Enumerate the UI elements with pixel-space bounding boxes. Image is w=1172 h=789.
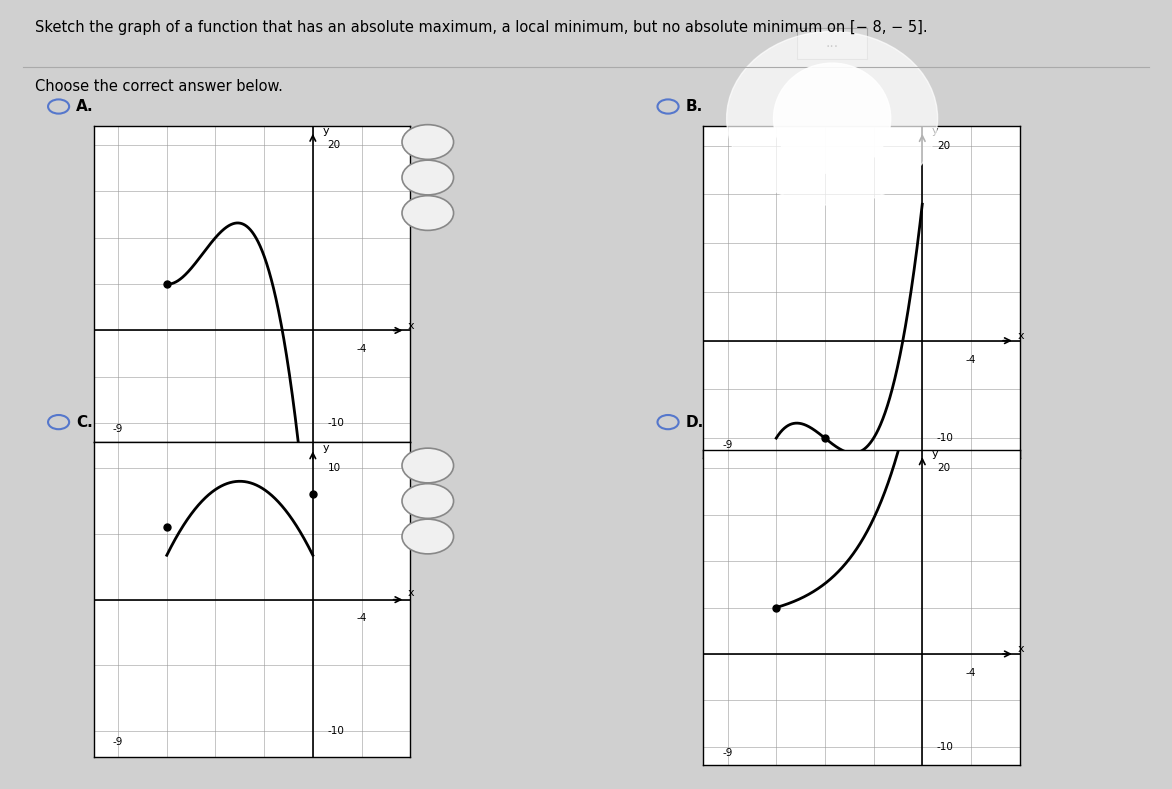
Text: -10: -10 — [327, 418, 345, 428]
Text: y: y — [932, 450, 939, 459]
Text: 10: 10 — [327, 463, 341, 473]
Text: ...: ... — [825, 36, 839, 50]
Text: -4: -4 — [356, 344, 367, 354]
Text: 20: 20 — [936, 463, 950, 473]
Text: C.: C. — [76, 414, 93, 430]
Text: -10: -10 — [327, 726, 345, 736]
Text: -10: -10 — [936, 742, 954, 752]
Text: -9: -9 — [113, 424, 123, 435]
Text: y: y — [322, 126, 329, 136]
Text: -9: -9 — [722, 439, 732, 450]
Text: x: x — [408, 321, 415, 331]
Text: -10: -10 — [936, 433, 954, 443]
Text: x: x — [408, 588, 415, 598]
Text: y: y — [932, 126, 939, 136]
Text: ↗: ↗ — [423, 532, 432, 541]
Text: -4: -4 — [356, 613, 367, 623]
Text: 20: 20 — [936, 140, 950, 151]
Text: Sketch the graph of a function that has an absolute maximum, a local minimum, bu: Sketch the graph of a function that has … — [35, 20, 928, 35]
Text: A.: A. — [76, 99, 94, 114]
Text: B.: B. — [686, 99, 703, 114]
Text: D.: D. — [686, 414, 704, 430]
Text: +: + — [422, 459, 434, 472]
Text: 20: 20 — [327, 140, 341, 150]
Text: x: x — [1017, 645, 1024, 654]
Text: ↗: ↗ — [423, 208, 432, 218]
Text: Choose the correct answer below.: Choose the correct answer below. — [35, 79, 282, 94]
Text: x: x — [1017, 331, 1024, 341]
Text: -4: -4 — [966, 667, 976, 678]
Text: -9: -9 — [722, 748, 732, 758]
Text: −: − — [423, 171, 432, 184]
Text: -9: -9 — [113, 737, 123, 747]
Text: −: − — [423, 495, 432, 507]
Text: -4: -4 — [966, 355, 976, 365]
Text: +: + — [422, 136, 434, 148]
Text: y: y — [322, 443, 329, 454]
